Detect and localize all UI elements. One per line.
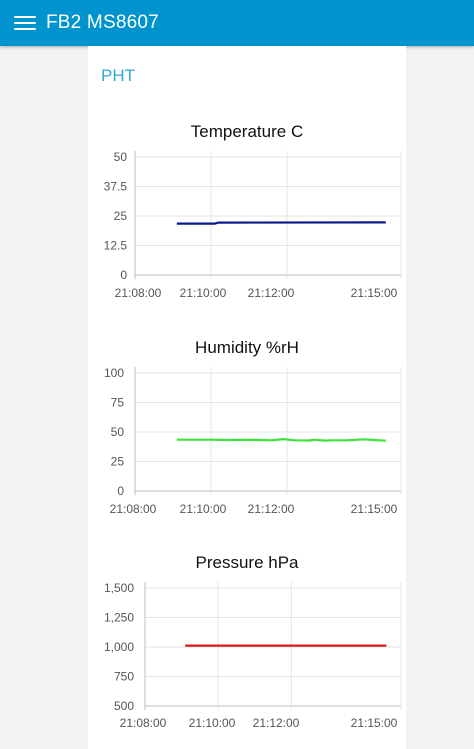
pressure-chart-title: Pressure hPa (196, 553, 300, 572)
temperature-series-line (176, 221, 386, 225)
humidity-x-tick-label: 21:08:00 (110, 502, 157, 516)
pressure-x-tick-label: 21:08:00 (120, 716, 167, 730)
temperature-y-tick-label: 25 (114, 209, 128, 223)
humidity-y-tick-label: 100 (104, 366, 124, 380)
temperature-x-tick-label: 21:15:00 (351, 286, 398, 300)
temperature-chart-title: Temperature C (191, 122, 303, 141)
pressure-x-tick-label: 21:12:00 (253, 716, 300, 730)
humidity-series-line (176, 438, 386, 442)
temperature-y-tick-label: 12.5 (104, 239, 128, 253)
pressure-x-tick-label: 21:10:00 (189, 716, 236, 730)
pressure-y-tick-label: 750 (114, 670, 134, 684)
humidity-chart-title: Humidity %rH (195, 338, 299, 357)
hamburger-menu-icon[interactable] (14, 14, 36, 32)
pressure-y-tick-label: 1,250 (104, 611, 134, 625)
group-title: PHT (101, 66, 135, 85)
pressure-y-tick-label: 1,500 (104, 581, 134, 595)
temperature-y-tick-label: 37.5 (104, 180, 128, 194)
pressure-x-tick-label: 21:15:00 (351, 716, 398, 730)
humidity-x-tick-label: 21:10:00 (180, 502, 227, 516)
temperature-chart: Temperature C 50 37.5 25 12.5 0 21:08:00 21:10:… (104, 122, 402, 300)
humidity-y-tick-label: 75 (111, 396, 125, 410)
humidity-y-tick-label: 0 (117, 484, 124, 498)
temperature-y-tick-label: 0 (120, 268, 127, 282)
pressure-y-tick-label: 1,000 (104, 640, 134, 654)
app-title: FB2 MS8607 (46, 12, 159, 33)
temperature-x-tick-label: 21:10:00 (180, 286, 227, 300)
temperature-x-tick-label: 21:12:00 (248, 286, 295, 300)
dashboard-group-card (88, 46, 406, 749)
humidity-chart: Humidity %rH 100 75 50 25 0 21:08:00 21:10:00 21… (104, 338, 402, 516)
humidity-y-tick-label: 25 (111, 455, 125, 469)
temperature-x-tick-label: 21:08:00 (115, 286, 162, 300)
pressure-y-tick-label: 500 (114, 699, 134, 713)
pressure-chart: Pressure hPa 1,500 1,250 1,000 750 500 21:08:0… (104, 553, 402, 730)
temperature-y-tick-label: 50 (114, 150, 128, 164)
humidity-x-tick-label: 21:12:00 (248, 502, 295, 516)
humidity-x-tick-label: 21:15:00 (351, 502, 398, 516)
humidity-y-tick-label: 50 (111, 425, 125, 439)
app-header: FB2 MS8607 (0, 0, 474, 46)
